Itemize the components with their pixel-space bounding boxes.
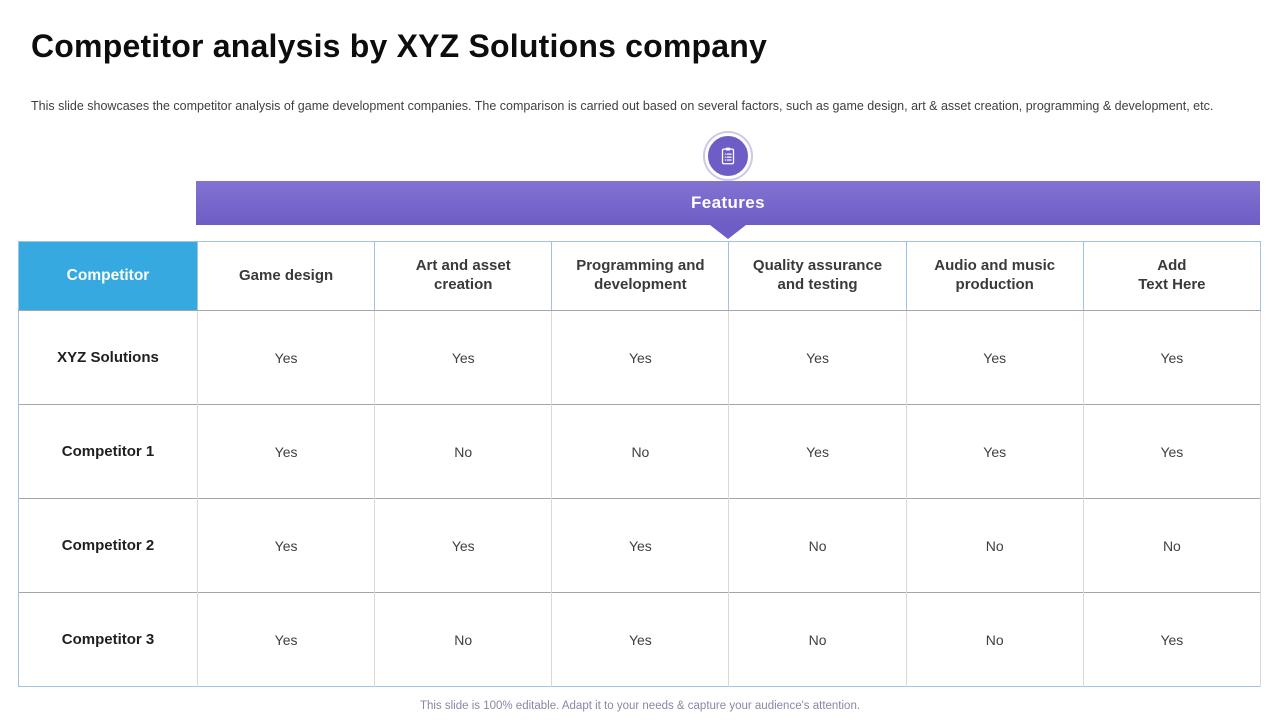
column-header-add-text-here: Add Text Here — [1082, 241, 1262, 311]
table-cell: Yes — [196, 498, 376, 593]
table-cell: No — [905, 498, 1084, 593]
row-header: XYZ Solutions — [18, 310, 198, 405]
column-header-art-asset-creation: Art and asset creation — [374, 241, 553, 311]
banner-pointer-triangle — [710, 225, 746, 239]
clipboard-list-icon — [717, 145, 739, 167]
table-cell: No — [905, 592, 1084, 687]
table-row-competitor-1: Competitor 1 Yes No No Yes Yes Yes — [18, 404, 1262, 499]
table-cell: Yes — [374, 310, 553, 405]
table-cell: Yes — [551, 592, 730, 687]
table-cell: No — [551, 404, 730, 499]
table-row-competitor-3: Competitor 3 Yes No Yes No No Yes — [18, 592, 1262, 687]
table-cell: Yes — [1082, 310, 1262, 405]
table-row-xyz-solutions: XYZ Solutions Yes Yes Yes Yes Yes Yes — [18, 310, 1262, 405]
row-header: Competitor 2 — [18, 498, 198, 593]
table-cell: Yes — [551, 498, 730, 593]
column-header-programming-development: Programming and development — [551, 241, 730, 311]
column-header-competitor: Competitor — [18, 241, 198, 311]
page-title: Competitor analysis by XYZ Solutions com… — [31, 28, 768, 64]
competitor-analysis-table: Competitor Game design Art and asset cre… — [18, 241, 1262, 687]
table-cell: No — [374, 592, 553, 687]
features-badge — [705, 133, 751, 179]
column-header-game-design: Game design — [196, 241, 376, 311]
table-cell: Yes — [196, 592, 376, 687]
table-cell: Yes — [905, 310, 1084, 405]
slide-subtitle: This slide showcases the competitor anal… — [31, 99, 1214, 113]
table-cell: Yes — [1082, 592, 1262, 687]
slide-footer: This slide is 100% editable. Adapt it to… — [419, 700, 861, 712]
column-header-audio-music: Audio and music production — [905, 241, 1084, 311]
table-cell: Yes — [1082, 404, 1262, 499]
table-cell: No — [374, 404, 553, 499]
table-cell: Yes — [196, 404, 376, 499]
table-cell: No — [728, 592, 907, 687]
table-cell: Yes — [374, 498, 553, 593]
features-banner-label: Features — [690, 193, 766, 212]
table-cell: No — [1082, 498, 1262, 593]
table-cell: Yes — [728, 404, 907, 499]
table-row-competitor-2: Competitor 2 Yes Yes Yes No No No — [18, 498, 1262, 593]
table-header-row: Competitor Game design Art and asset cre… — [18, 241, 1262, 311]
table-cell: Yes — [905, 404, 1084, 499]
row-header: Competitor 3 — [18, 592, 198, 687]
row-header: Competitor 1 — [18, 404, 198, 499]
features-banner: Features — [196, 181, 1260, 225]
table-cell: Yes — [551, 310, 730, 405]
column-header-quality-assurance: Quality assurance and testing — [728, 241, 907, 311]
table-cell: Yes — [728, 310, 907, 405]
table-cell: No — [728, 498, 907, 593]
table-cell: Yes — [196, 310, 376, 405]
